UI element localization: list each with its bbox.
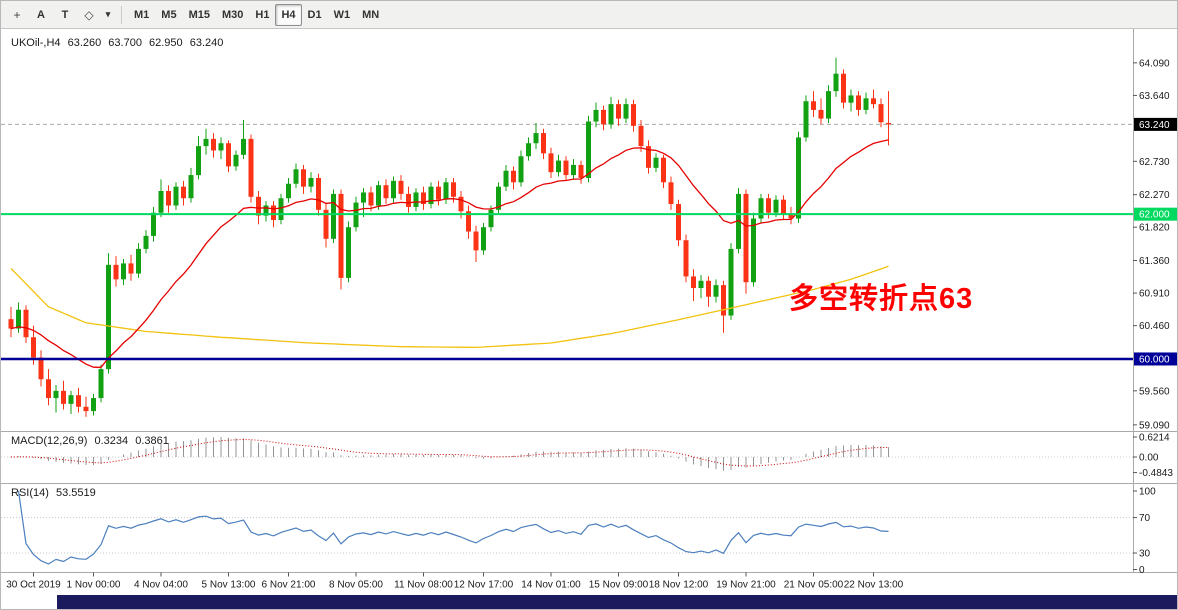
timeframe-button-m5[interactable]: M5 (155, 4, 182, 26)
macd-indicator (1, 437, 1133, 471)
shapes-tool-button[interactable]: ◇ (77, 4, 101, 26)
timeframe-button-d1[interactable]: D1 (302, 4, 328, 26)
svg-text:61.820: 61.820 (1139, 223, 1170, 234)
rsi-indicator-label: RSI(14) 53.5519 (11, 487, 100, 499)
svg-text:100: 100 (1139, 487, 1156, 498)
svg-text:18 Nov 12:00: 18 Nov 12:00 (649, 580, 709, 591)
macd-name: MACD(12,26,9) (11, 435, 88, 447)
svg-text:8 Nov 05:00: 8 Nov 05:00 (329, 580, 383, 591)
svg-text:70: 70 (1139, 513, 1151, 524)
macd-indicator-label: MACD(12,26,9) 0.3234 0.3861 (11, 435, 173, 447)
svg-text:21 Nov 05:00: 21 Nov 05:00 (784, 580, 844, 591)
crosshair-tool-button[interactable]: + (5, 4, 29, 26)
chart-area: 64.090 63.640 62.730 62.270 61.820 61.360 60.9… (1, 29, 1178, 595)
bottom-tab-bar[interactable] (1, 595, 1177, 609)
ma-slow-line (10, 265, 889, 349)
timeframe-button-h4[interactable]: H4 (275, 3, 302, 26)
symbol-timeframe-label: UKOil-,H4 (11, 37, 61, 49)
price-axis[interactable]: 64.090 63.640 62.730 62.270 61.820 61.360 60.9… (1133, 58, 1178, 576)
svg-text:0.00: 0.00 (1139, 453, 1159, 464)
svg-text:59.090: 59.090 (1139, 420, 1170, 431)
svg-text:63.640: 63.640 (1139, 91, 1170, 102)
panel-separators (1, 29, 1177, 573)
rsi-indicator (1, 490, 1133, 565)
timeframe-button-m1[interactable]: M1 (128, 4, 155, 26)
svg-text:-0.4843: -0.4843 (1139, 468, 1173, 479)
svg-text:60.460: 60.460 (1139, 321, 1170, 332)
svg-text:11 Nov 08:00: 11 Nov 08:00 (394, 580, 453, 591)
svg-text:62.730: 62.730 (1139, 157, 1170, 168)
svg-text:59.560: 59.560 (1139, 386, 1170, 397)
text-tool-button[interactable]: T (53, 4, 77, 26)
svg-text:22 Nov 13:00: 22 Nov 13:00 (844, 580, 904, 591)
svg-text:1 Nov 00:00: 1 Nov 00:00 (67, 580, 121, 591)
macd-main-value: 0.3234 (94, 435, 129, 447)
svg-text:0.6214: 0.6214 (1139, 432, 1170, 443)
svg-text:60.910: 60.910 (1139, 289, 1170, 300)
svg-text:19 Nov 21:00: 19 Nov 21:00 (716, 580, 776, 591)
svg-text:30 Oct 2019: 30 Oct 2019 (6, 580, 61, 591)
label-tool-button[interactable]: A (29, 4, 53, 26)
rsi-name: RSI(14) (11, 487, 49, 499)
svg-text:6 Nov 21:00: 6 Nov 21:00 (262, 580, 316, 591)
toolbar-separator (121, 5, 122, 24)
svg-text:0: 0 (1139, 565, 1145, 576)
rsi-value: 53.5519 (55, 487, 96, 499)
svg-text:30: 30 (1139, 549, 1151, 560)
main-toolbar: + A T ◇ ▾ M1 M5 M15 M30 H1 H4 D1 W1 MN (1, 1, 1177, 29)
timeframe-button-mn[interactable]: MN (356, 4, 385, 26)
timeframe-button-m15[interactable]: M15 (183, 4, 216, 26)
chart-canvas[interactable]: 64.090 63.640 62.730 62.270 61.820 61.360 60.9… (1, 29, 1178, 595)
ma-fast-line (10, 139, 889, 368)
annotation-text[interactable]: 多空转折点63 (789, 283, 974, 315)
svg-text:60.000: 60.000 (1139, 354, 1170, 365)
svg-text:14 Nov 01:00: 14 Nov 01:00 (521, 580, 581, 591)
timeframe-button-w1[interactable]: W1 (328, 4, 357, 26)
chart-title: UKOil-,H4 63.260 63.700 62.950 63.240 (11, 37, 227, 49)
high-value: 63.700 (108, 37, 142, 49)
low-value: 62.950 (149, 37, 183, 49)
macd-signal-value: 0.3861 (135, 435, 169, 447)
time-axis[interactable]: 30 Oct 2019 1 Nov 00:00 4 Nov 04:00 5 Nov 1… (6, 572, 904, 591)
svg-text:62.000: 62.000 (1139, 210, 1170, 221)
svg-text:15 Nov 09:00: 15 Nov 09:00 (589, 580, 649, 591)
svg-text:64.090: 64.090 (1139, 58, 1170, 69)
svg-text:4 Nov 04:00: 4 Nov 04:00 (134, 580, 188, 591)
svg-text:61.360: 61.360 (1139, 256, 1170, 267)
shapes-dropdown-icon[interactable]: ▾ (101, 4, 115, 26)
svg-text:62.270: 62.270 (1139, 190, 1170, 201)
close-value: 63.240 (189, 37, 224, 49)
open-value: 63.260 (67, 37, 102, 49)
svg-text:63.240: 63.240 (1139, 120, 1170, 131)
timeframe-button-m30[interactable]: M30 (216, 4, 249, 26)
bottom-bar-gap (1, 595, 57, 609)
svg-text:5 Nov 13:00: 5 Nov 13:00 (202, 580, 256, 591)
timeframe-button-h1[interactable]: H1 (249, 4, 275, 26)
svg-text:12 Nov 17:00: 12 Nov 17:00 (454, 580, 514, 591)
candles (8, 57, 891, 417)
